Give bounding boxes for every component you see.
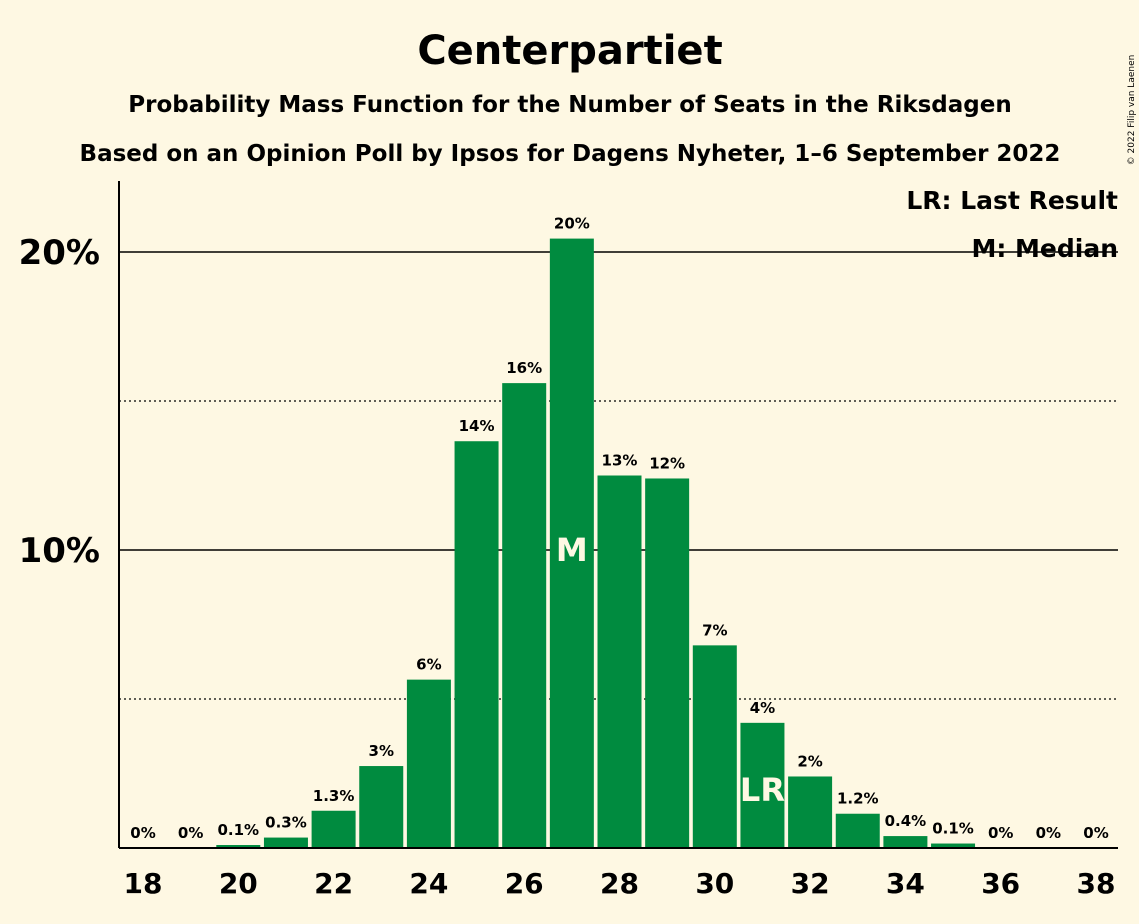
data-label: 6% (416, 656, 441, 674)
bar (931, 843, 976, 848)
median-marker: M (556, 531, 588, 569)
bar (597, 475, 642, 848)
data-label: 1.2% (837, 790, 879, 808)
bar (835, 813, 880, 848)
bar (359, 766, 404, 848)
x-tick-label: 28 (600, 867, 639, 900)
chart-title: Centerpartiet (417, 28, 722, 74)
y-tick-label: 20% (19, 233, 100, 273)
x-tick-label: 18 (124, 867, 163, 900)
data-label: 2% (797, 752, 822, 770)
chart-subtitle-2: Based on an Opinion Poll by Ipsos for Da… (80, 141, 1061, 167)
bar (645, 478, 690, 848)
x-tick-label: 22 (314, 867, 353, 900)
x-tick-label: 38 (1077, 867, 1116, 900)
data-label: 0.4% (885, 812, 927, 830)
bar (311, 810, 356, 848)
data-label: 12% (649, 454, 685, 472)
x-tick-label: 34 (886, 867, 925, 900)
bars: 0% 0% 0.1% 0.3% 1.3% 3% 6% 14% 16% 20% M 13% 12% 7% 4%… (130, 215, 1109, 849)
data-label: 16% (506, 359, 542, 377)
bar (549, 238, 594, 849)
data-label: 0% (1036, 824, 1061, 842)
bar (263, 837, 308, 848)
data-label: 0% (1083, 824, 1108, 842)
data-label: 0% (130, 824, 155, 842)
bar (502, 383, 547, 848)
data-label: 0.1% (217, 821, 259, 839)
x-tick-label: 36 (981, 867, 1020, 900)
data-label: 1.3% (313, 787, 355, 805)
x-tick-label: 30 (695, 867, 734, 900)
x-tick-label: 26 (505, 867, 544, 900)
bar (454, 441, 499, 848)
data-label: 0% (988, 824, 1013, 842)
data-label: 14% (459, 417, 495, 435)
bar (740, 722, 785, 848)
legend-median: M: Median (971, 234, 1118, 263)
y-tick-label: 10% (19, 531, 100, 571)
legend-last-result: LR: Last Result (906, 186, 1118, 215)
bar (788, 776, 833, 848)
data-label: 0% (178, 824, 203, 842)
data-label: 7% (702, 621, 727, 639)
x-tick-label: 20 (219, 867, 258, 900)
copyright-notice: © 2022 Filip van Laenen (1127, 55, 1137, 166)
last-result-marker: LR (740, 771, 785, 809)
data-label: 13% (602, 452, 638, 470)
axes: 10% 20% 18 20 22 24 26 28 30 32 34 36 38 (19, 181, 1118, 900)
data-label: 3% (369, 742, 394, 760)
bar (692, 645, 737, 848)
bar (216, 845, 261, 848)
x-tick-label: 32 (791, 867, 830, 900)
bar (406, 679, 451, 848)
data-label: 20% (554, 215, 590, 233)
chart-subtitle: Probability Mass Function for the Number… (128, 92, 1011, 118)
x-tick-label: 24 (409, 867, 448, 900)
data-label: 0.3% (265, 814, 307, 832)
data-label: 0.1% (932, 820, 974, 838)
data-label: 4% (750, 699, 775, 717)
bar (883, 836, 928, 848)
